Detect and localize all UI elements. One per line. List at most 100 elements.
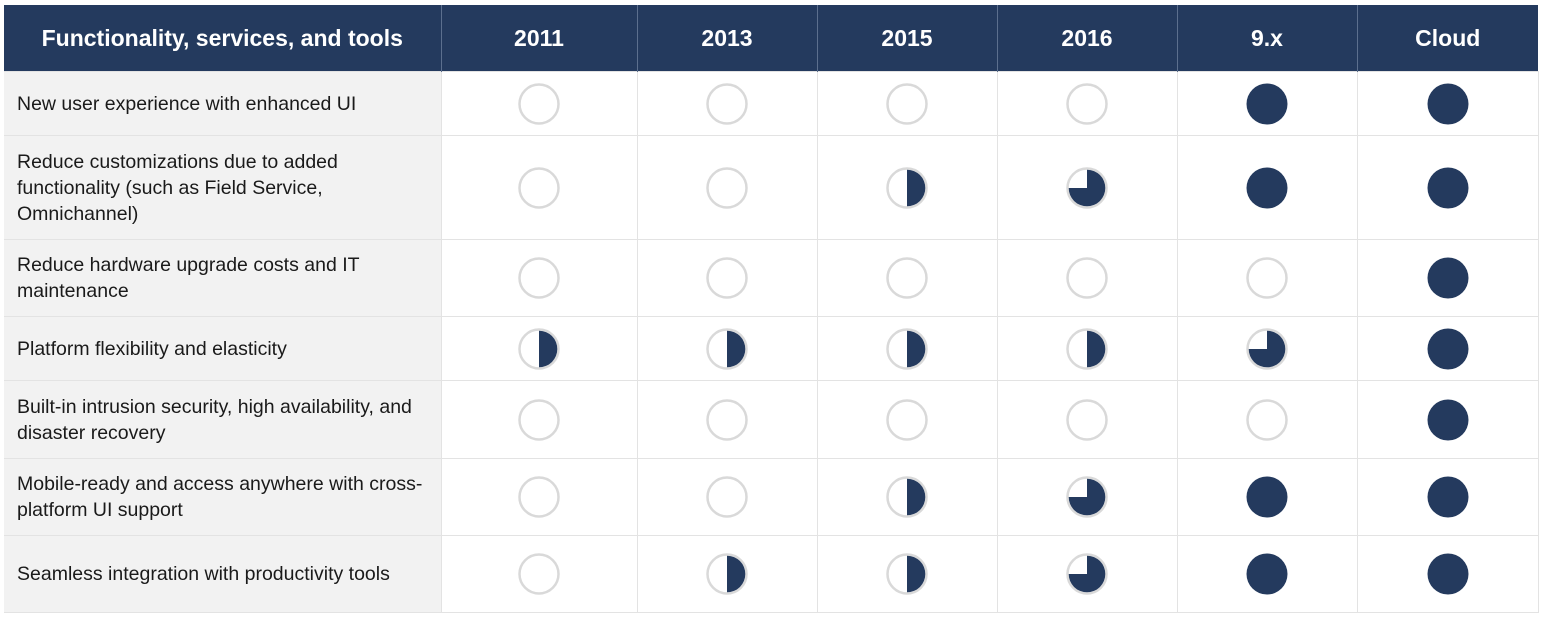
- support-cell: [816, 71, 998, 136]
- table-row: Reduce customizations due to added funct…: [4, 135, 1539, 240]
- support-level-icon: [1427, 476, 1468, 518]
- support-level-icon: [886, 257, 928, 299]
- support-level-icon: [1427, 328, 1468, 369]
- support-cell: [1176, 380, 1358, 459]
- support-cell: [1356, 316, 1539, 381]
- support-level-icon: [886, 166, 928, 209]
- support-cell: [440, 458, 638, 536]
- feature-label: New user experience with enhanced UI: [4, 71, 442, 136]
- support-cell: [1356, 458, 1539, 536]
- table-row: New user experience with enhanced UI: [4, 71, 1539, 136]
- support-cell: [440, 239, 638, 317]
- support-level-icon: [1246, 83, 1288, 124]
- support-cell: [816, 239, 998, 317]
- support-level-icon: [518, 398, 560, 441]
- support-cell: [636, 239, 818, 317]
- support-cell: [1176, 458, 1358, 536]
- support-level-icon: [706, 327, 748, 370]
- support-level-icon: [1246, 398, 1288, 441]
- header-col-2011: 2011: [441, 5, 638, 72]
- feature-label: Seamless integration with productivity t…: [4, 535, 442, 613]
- support-level-icon: [1066, 553, 1108, 595]
- support-cell: [1356, 135, 1539, 240]
- support-cell: [996, 135, 1178, 240]
- comparison-table: Functionality, services, and tools 2011 …: [4, 5, 1539, 613]
- support-level-icon: [1427, 553, 1468, 595]
- support-cell: [816, 458, 998, 536]
- support-cell: [440, 71, 638, 136]
- support-cell: [1356, 71, 1539, 136]
- support-level-icon: [518, 257, 560, 299]
- support-cell: [996, 71, 1178, 136]
- support-level-icon: [1066, 398, 1108, 441]
- support-cell: [816, 535, 998, 613]
- support-cell: [816, 380, 998, 459]
- support-cell: [636, 535, 818, 613]
- support-level-icon: [1427, 399, 1468, 440]
- support-cell: [816, 135, 998, 240]
- support-cell: [440, 535, 638, 613]
- support-cell: [996, 535, 1178, 613]
- support-cell: [816, 316, 998, 381]
- support-cell: [1356, 535, 1539, 613]
- support-cell: [1176, 135, 1358, 240]
- support-level-icon: [1246, 553, 1288, 595]
- support-level-icon: [1066, 82, 1108, 125]
- support-level-icon: [1066, 476, 1108, 518]
- support-cell: [996, 458, 1178, 536]
- table-row: Mobile-ready and access anywhere with cr…: [4, 458, 1539, 536]
- feature-label: Reduce hardware upgrade costs and IT mai…: [4, 239, 442, 317]
- feature-label: Platform flexibility and elasticity: [4, 316, 442, 381]
- support-level-icon: [706, 166, 748, 209]
- support-cell: [1176, 71, 1358, 136]
- support-level-icon: [1246, 167, 1288, 208]
- support-level-icon: [886, 553, 928, 595]
- feature-label: Reduce customizations due to added funct…: [4, 135, 442, 240]
- support-cell: [636, 135, 818, 240]
- support-level-icon: [706, 553, 748, 595]
- support-cell: [1356, 380, 1539, 459]
- support-level-icon: [518, 327, 560, 370]
- feature-label: Built-in intrusion security, high availa…: [4, 380, 442, 459]
- header-col-cloud: Cloud: [1357, 5, 1538, 72]
- support-level-icon: [886, 398, 928, 441]
- support-level-icon: [1427, 167, 1468, 208]
- table-row: Seamless integration with productivity t…: [4, 535, 1539, 613]
- support-level-icon: [1066, 257, 1108, 299]
- support-cell: [1176, 316, 1358, 381]
- header-row: Functionality, services, and tools 2011 …: [4, 5, 1538, 72]
- header-feature: Functionality, services, and tools: [4, 5, 442, 72]
- table-row: Platform flexibility and elasticity: [4, 316, 1539, 381]
- support-cell: [440, 316, 638, 381]
- support-level-icon: [518, 553, 560, 595]
- support-level-icon: [1427, 257, 1468, 299]
- support-level-icon: [1066, 327, 1108, 370]
- support-level-icon: [1246, 476, 1288, 518]
- support-level-icon: [706, 476, 748, 518]
- support-level-icon: [706, 82, 748, 125]
- support-level-icon: [518, 476, 560, 518]
- support-level-icon: [706, 257, 748, 299]
- table-row: Reduce hardware upgrade costs and IT mai…: [4, 239, 1539, 317]
- support-cell: [996, 316, 1178, 381]
- support-cell: [440, 135, 638, 240]
- support-level-icon: [1246, 327, 1288, 370]
- support-cell: [996, 380, 1178, 459]
- support-cell: [636, 71, 818, 136]
- feature-label: Mobile-ready and access anywhere with cr…: [4, 458, 442, 536]
- support-level-icon: [886, 82, 928, 125]
- table-row: Built-in intrusion security, high availa…: [4, 380, 1539, 459]
- header-col-2016: 2016: [997, 5, 1178, 72]
- header-col-9x: 9.x: [1177, 5, 1358, 72]
- support-cell: [636, 458, 818, 536]
- support-cell: [996, 239, 1178, 317]
- support-cell: [636, 316, 818, 381]
- support-cell: [1176, 239, 1358, 317]
- support-level-icon: [518, 82, 560, 125]
- support-level-icon: [518, 166, 560, 209]
- support-cell: [440, 380, 638, 459]
- support-level-icon: [1246, 257, 1288, 299]
- support-cell: [1356, 239, 1539, 317]
- support-level-icon: [706, 398, 748, 441]
- support-level-icon: [886, 476, 928, 518]
